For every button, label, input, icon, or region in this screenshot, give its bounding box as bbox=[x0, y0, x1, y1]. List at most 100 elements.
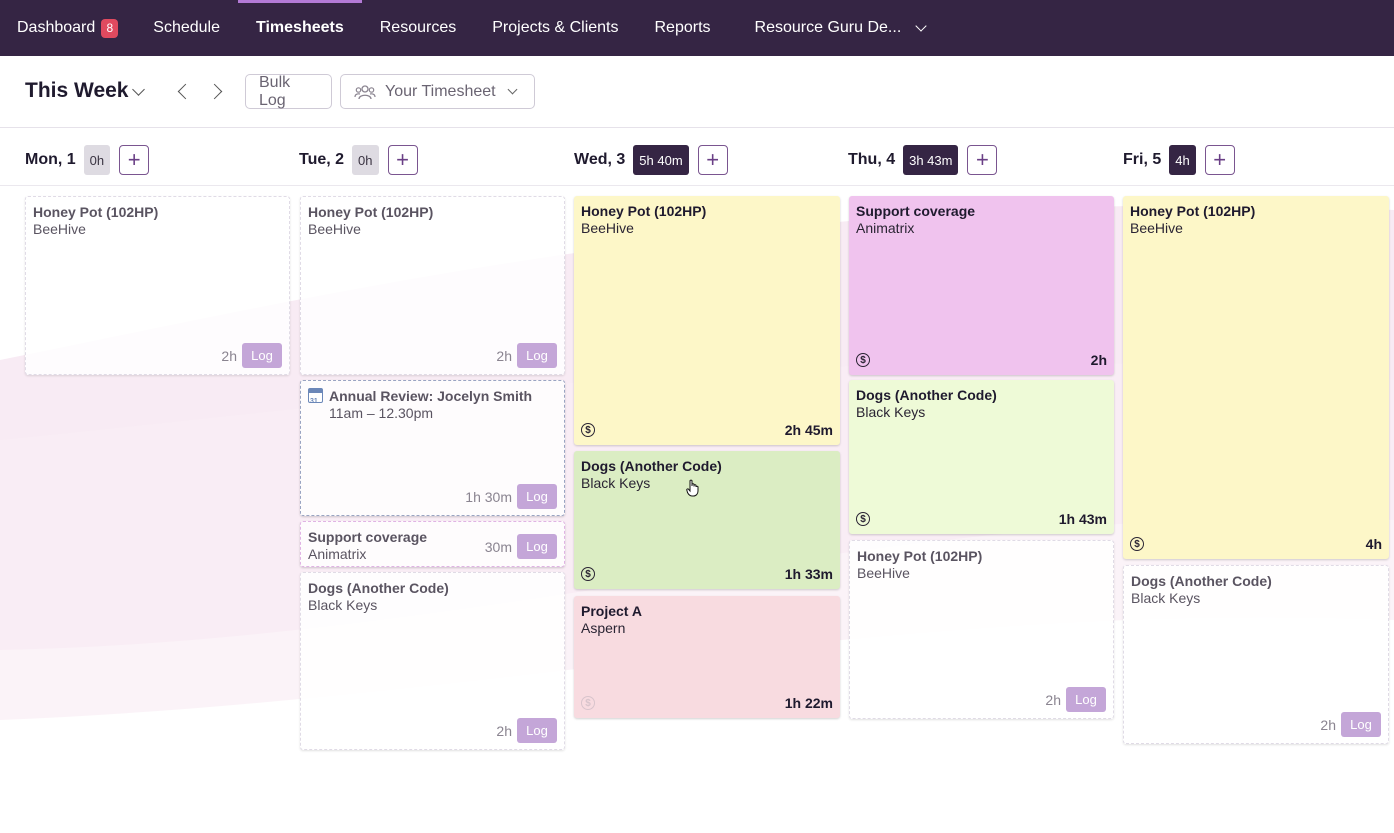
time-entry-card[interactable]: Dogs (Another Code) Black Keys 2h Log bbox=[1123, 565, 1389, 744]
account-name: Resource Guru De... bbox=[754, 19, 902, 36]
nav-projects-clients[interactable]: Projects & Clients bbox=[492, 19, 619, 36]
card-footer: 1h 22m bbox=[581, 695, 833, 711]
duration: 1h 30m bbox=[465, 488, 512, 505]
next-week-icon[interactable] bbox=[206, 83, 223, 100]
previous-week-icon[interactable] bbox=[177, 83, 194, 100]
duration: 2h bbox=[1090, 352, 1107, 368]
card-footer: 1h 30m Log bbox=[308, 484, 557, 509]
hand-cursor-icon bbox=[686, 479, 699, 497]
time-entry-card[interactable]: Honey Pot (102HP) BeeHive 2h Log bbox=[300, 196, 565, 375]
people-icon bbox=[354, 84, 376, 99]
log-button[interactable]: Log bbox=[517, 484, 557, 509]
project-name: Dogs (Another Code) bbox=[1131, 573, 1272, 589]
card-footer: 2h Log bbox=[308, 718, 557, 743]
time-entry-card[interactable]: Dogs (Another Code) Black Keys $ 1h 33m bbox=[574, 451, 840, 589]
top-nav: Dashboard 8 Schedule Timesheets Resource… bbox=[0, 0, 1394, 56]
day-total: 4h bbox=[1169, 145, 1196, 175]
log-button[interactable]: Log bbox=[517, 343, 557, 368]
duration: 1h 33m bbox=[784, 566, 833, 582]
client-name: BeeHive bbox=[1130, 220, 1183, 236]
event-title-row: Annual Review: Jocelyn Smith bbox=[308, 388, 557, 410]
card-footer: 2h Log bbox=[308, 343, 557, 368]
card-footer: 1h 33m bbox=[581, 566, 833, 582]
chevron-down-icon bbox=[507, 84, 518, 94]
day-label: Mon, 1 bbox=[25, 151, 76, 168]
bulk-log-button[interactable]: Bulk Log bbox=[245, 74, 332, 109]
project-name: Honey Pot (102HP) bbox=[581, 203, 707, 219]
account-menu[interactable]: Resource Guru De... bbox=[754, 0, 927, 56]
add-entry-button[interactable]: + bbox=[119, 145, 150, 175]
log-button[interactable]: Log bbox=[1341, 712, 1381, 737]
log-button[interactable]: Log bbox=[517, 718, 557, 743]
duration: 2h bbox=[496, 722, 512, 739]
day-total: 0h bbox=[352, 145, 379, 175]
log-button[interactable]: Log bbox=[517, 534, 557, 559]
day-label: Wed, 3 bbox=[574, 151, 626, 168]
log-button[interactable]: Log bbox=[242, 343, 282, 368]
duration: 2h 45m bbox=[784, 422, 833, 438]
client-name: Animatrix bbox=[856, 220, 915, 236]
card-footer: 1h 43m bbox=[856, 511, 1107, 527]
client-name: Black Keys bbox=[308, 597, 378, 613]
project-name: Dogs (Another Code) bbox=[856, 387, 997, 403]
time-entry-card[interactable]: Support coverage Animatrix $ 2h bbox=[849, 196, 1114, 375]
time-entry-card[interactable]: Honey Pot (102HP) BeeHive $ 4h bbox=[1123, 196, 1389, 559]
project-name: Project A bbox=[581, 603, 642, 619]
your-timesheet-label: Your Timesheet bbox=[385, 82, 496, 100]
card-footer: 4h bbox=[1130, 536, 1382, 552]
card-footer: 2h 45m bbox=[581, 422, 833, 438]
client-name: Black Keys bbox=[856, 404, 926, 420]
nav-resources[interactable]: Resources bbox=[379, 19, 457, 36]
nav-dashboard[interactable]: Dashboard 8 bbox=[17, 0, 119, 56]
duration: 2h bbox=[1320, 716, 1336, 733]
week-selector-label[interactable]: This Week bbox=[25, 79, 129, 102]
day-label: Thu, 4 bbox=[848, 151, 896, 168]
nav-schedule[interactable]: Schedule bbox=[153, 19, 220, 36]
day-header-mon: Mon, 1 0h + bbox=[25, 145, 150, 175]
your-timesheet-dropdown[interactable]: Your Timesheet bbox=[340, 74, 535, 109]
day-header-tue: Tue, 2 0h + bbox=[299, 145, 418, 175]
time-entry-card[interactable]: Project A Aspern $ 1h 22m bbox=[574, 596, 840, 718]
day-header-fri: Fri, 5 4h + bbox=[1123, 145, 1235, 175]
notification-badge: 8 bbox=[101, 18, 119, 38]
client-name: BeeHive bbox=[33, 221, 86, 237]
chevron-down-icon bbox=[915, 19, 927, 32]
client-name: Black Keys bbox=[581, 475, 651, 491]
day-total: 3h 43m bbox=[903, 145, 959, 175]
event-time: 11am – 12.30pm bbox=[329, 405, 434, 421]
day-label: Tue, 2 bbox=[299, 151, 345, 168]
duration: 2h bbox=[1045, 691, 1061, 708]
add-entry-button[interactable]: + bbox=[697, 145, 728, 175]
time-entry-card[interactable]: Support coverage Animatrix 30m Log bbox=[300, 521, 565, 567]
card-footer: 2h Log bbox=[33, 343, 282, 368]
add-entry-button[interactable]: + bbox=[1204, 145, 1235, 175]
add-entry-button[interactable]: + bbox=[967, 145, 998, 175]
day-header-thu: Thu, 4 3h 43m + bbox=[848, 145, 998, 175]
client-name: BeeHive bbox=[581, 220, 634, 236]
chevron-down-icon[interactable] bbox=[132, 83, 145, 96]
nav-timesheets[interactable]: Timesheets bbox=[238, 0, 362, 56]
time-entry-card[interactable]: Dogs (Another Code) Black Keys $ 1h 43m bbox=[849, 380, 1114, 534]
duration: 2h bbox=[221, 347, 237, 364]
day-total: 5h 40m bbox=[633, 145, 689, 175]
card-footer: 30m Log bbox=[308, 534, 557, 559]
time-entry-card[interactable]: Honey Pot (102HP) BeeHive $ 2h 45m bbox=[574, 196, 840, 445]
add-entry-button[interactable]: + bbox=[387, 145, 418, 175]
time-entry-card[interactable]: Honey Pot (102HP) BeeHive 2h Log bbox=[25, 196, 290, 375]
client-name: Aspern bbox=[581, 620, 626, 636]
client-name: BeeHive bbox=[857, 565, 910, 581]
day-total: 0h bbox=[83, 145, 111, 175]
time-entry-card[interactable]: Dogs (Another Code) Black Keys 2h Log bbox=[300, 572, 565, 750]
event-title: Annual Review: Jocelyn Smith bbox=[329, 388, 533, 404]
project-name: Honey Pot (102HP) bbox=[33, 204, 159, 220]
log-button[interactable]: Log bbox=[1066, 687, 1106, 712]
calendar-event-card[interactable]: Annual Review: Jocelyn Smith 11am – 12.3… bbox=[300, 380, 565, 516]
project-name: Honey Pot (102HP) bbox=[1130, 203, 1256, 219]
header-divider bbox=[0, 185, 1394, 186]
project-name: Support coverage bbox=[856, 203, 976, 219]
day-header-wed: Wed, 3 5h 40m + bbox=[574, 145, 728, 175]
client-name: BeeHive bbox=[308, 221, 361, 237]
nav-reports[interactable]: Reports bbox=[654, 19, 711, 36]
time-entry-card[interactable]: Honey Pot (102HP) BeeHive 2h Log bbox=[849, 540, 1114, 719]
project-name: Honey Pot (102HP) bbox=[308, 204, 434, 220]
